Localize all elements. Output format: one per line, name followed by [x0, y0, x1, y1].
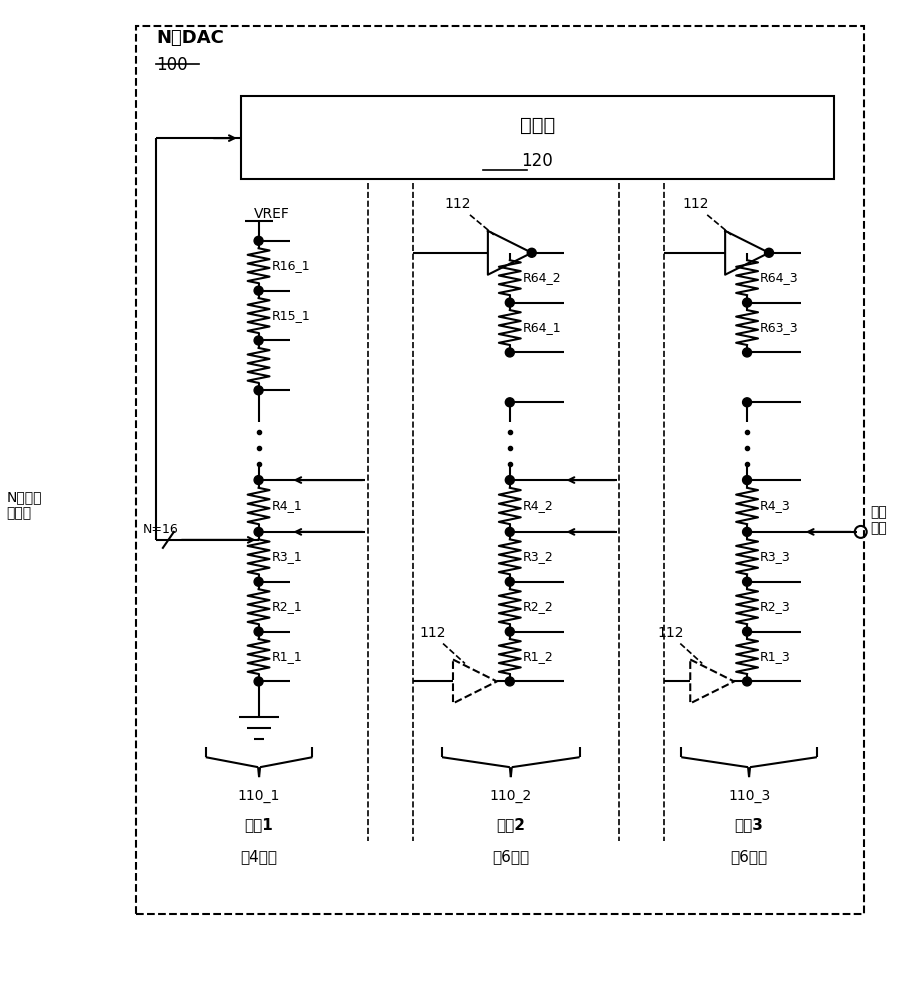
- Circle shape: [743, 298, 752, 307]
- Text: R4_2: R4_2: [523, 499, 553, 512]
- Circle shape: [505, 298, 514, 307]
- Text: R3_3: R3_3: [760, 550, 791, 563]
- Circle shape: [743, 398, 752, 407]
- Circle shape: [505, 476, 514, 485]
- Text: R16_1: R16_1: [272, 259, 310, 272]
- Circle shape: [527, 248, 536, 257]
- Text: （4位）: （4位）: [240, 849, 277, 864]
- Circle shape: [254, 476, 263, 485]
- Text: R4_3: R4_3: [760, 499, 791, 512]
- Circle shape: [254, 386, 263, 395]
- Circle shape: [743, 476, 752, 485]
- Text: N=16: N=16: [143, 523, 179, 536]
- Text: R3_2: R3_2: [523, 550, 553, 563]
- Circle shape: [505, 527, 514, 536]
- Circle shape: [254, 286, 263, 295]
- Text: 112: 112: [445, 197, 471, 211]
- Text: R15_1: R15_1: [272, 309, 310, 322]
- Text: R4_1: R4_1: [272, 499, 302, 512]
- Text: 110_2: 110_2: [490, 789, 532, 803]
- Circle shape: [505, 577, 514, 586]
- Text: 120: 120: [521, 152, 553, 170]
- Circle shape: [505, 677, 514, 686]
- Circle shape: [254, 627, 263, 636]
- Text: N位数字
输入码: N位数字 输入码: [6, 490, 42, 520]
- Circle shape: [505, 348, 514, 357]
- Text: N位DAC: N位DAC: [156, 29, 223, 47]
- Text: 110_3: 110_3: [728, 789, 771, 803]
- Circle shape: [743, 527, 752, 536]
- Text: R2_2: R2_2: [523, 600, 553, 613]
- Text: （6位）: （6位）: [730, 849, 768, 864]
- Text: 解码器: 解码器: [519, 116, 555, 135]
- Text: R2_3: R2_3: [760, 600, 791, 613]
- Text: 分段3: 分段3: [735, 817, 763, 832]
- Circle shape: [254, 336, 263, 345]
- Circle shape: [743, 348, 752, 357]
- Circle shape: [254, 577, 263, 586]
- Text: R64_2: R64_2: [523, 271, 562, 284]
- Text: R3_1: R3_1: [272, 550, 302, 563]
- Text: 112: 112: [682, 197, 709, 211]
- Text: 110_1: 110_1: [238, 789, 280, 803]
- Text: （6位）: （6位）: [492, 849, 529, 864]
- Text: R2_1: R2_1: [272, 600, 302, 613]
- Circle shape: [254, 677, 263, 686]
- Circle shape: [743, 677, 752, 686]
- Text: R64_3: R64_3: [760, 271, 798, 284]
- Text: R64_1: R64_1: [523, 321, 562, 334]
- Text: R1_3: R1_3: [760, 650, 791, 663]
- Text: R1_2: R1_2: [523, 650, 553, 663]
- Text: VREF: VREF: [254, 207, 290, 221]
- Text: 模拟
输出: 模拟 输出: [871, 505, 887, 535]
- Text: 分段2: 分段2: [496, 817, 526, 832]
- Text: 112: 112: [420, 626, 447, 640]
- FancyBboxPatch shape: [240, 96, 834, 179]
- Circle shape: [764, 248, 773, 257]
- Circle shape: [743, 577, 752, 586]
- Text: R1_1: R1_1: [272, 650, 302, 663]
- Text: 112: 112: [658, 626, 684, 640]
- Text: 分段1: 分段1: [245, 817, 274, 832]
- Circle shape: [505, 398, 514, 407]
- Circle shape: [254, 236, 263, 245]
- Circle shape: [254, 527, 263, 536]
- Text: 100: 100: [156, 56, 187, 74]
- Circle shape: [505, 627, 514, 636]
- Text: R63_3: R63_3: [760, 321, 798, 334]
- Circle shape: [743, 627, 752, 636]
